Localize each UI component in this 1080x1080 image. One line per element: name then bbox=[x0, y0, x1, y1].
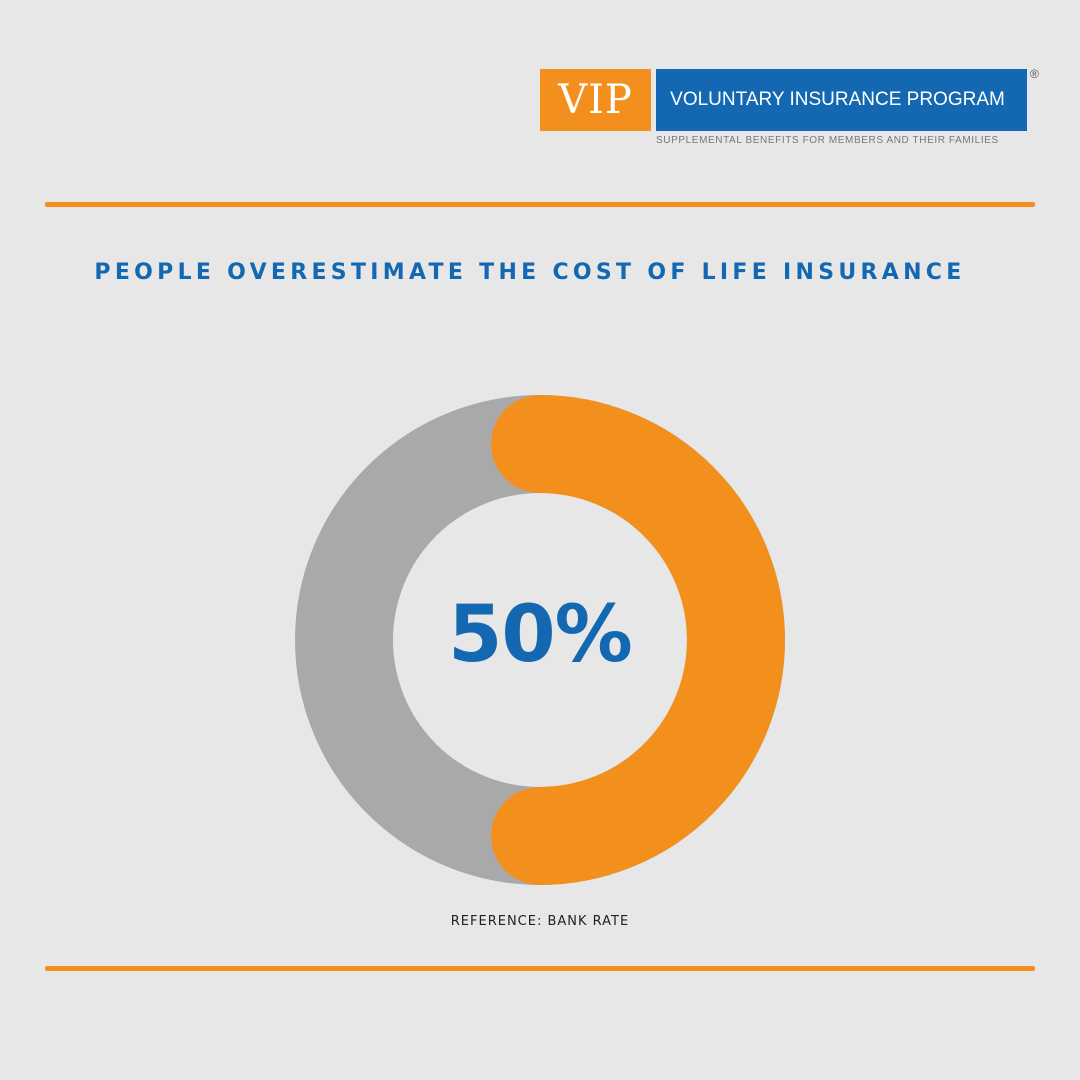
reference-note: REFERENCE: BANK RATE bbox=[450, 914, 630, 929]
donut-slice-highlight bbox=[491, 395, 785, 885]
donut-chart bbox=[295, 395, 785, 885]
bottom-divider bbox=[45, 966, 1035, 971]
center-percentage: 50% bbox=[448, 590, 633, 680]
logo-abbreviation: VIP bbox=[540, 69, 651, 131]
vip-logo: VIP VOLUNTARY INSURANCE PROGRAM ® SUPPLE… bbox=[540, 67, 1040, 159]
logo-program-name: VOLUNTARY INSURANCE PROGRAM bbox=[656, 69, 1027, 131]
chart-title: PEOPLE OVERESTIMATE THE COST OF LIFE INS… bbox=[94, 260, 966, 285]
logo-tagline: SUPPLEMENTAL BENEFITS FOR MEMBERS AND TH… bbox=[656, 135, 999, 146]
top-divider bbox=[45, 202, 1035, 207]
registered-mark: ® bbox=[1030, 67, 1039, 81]
